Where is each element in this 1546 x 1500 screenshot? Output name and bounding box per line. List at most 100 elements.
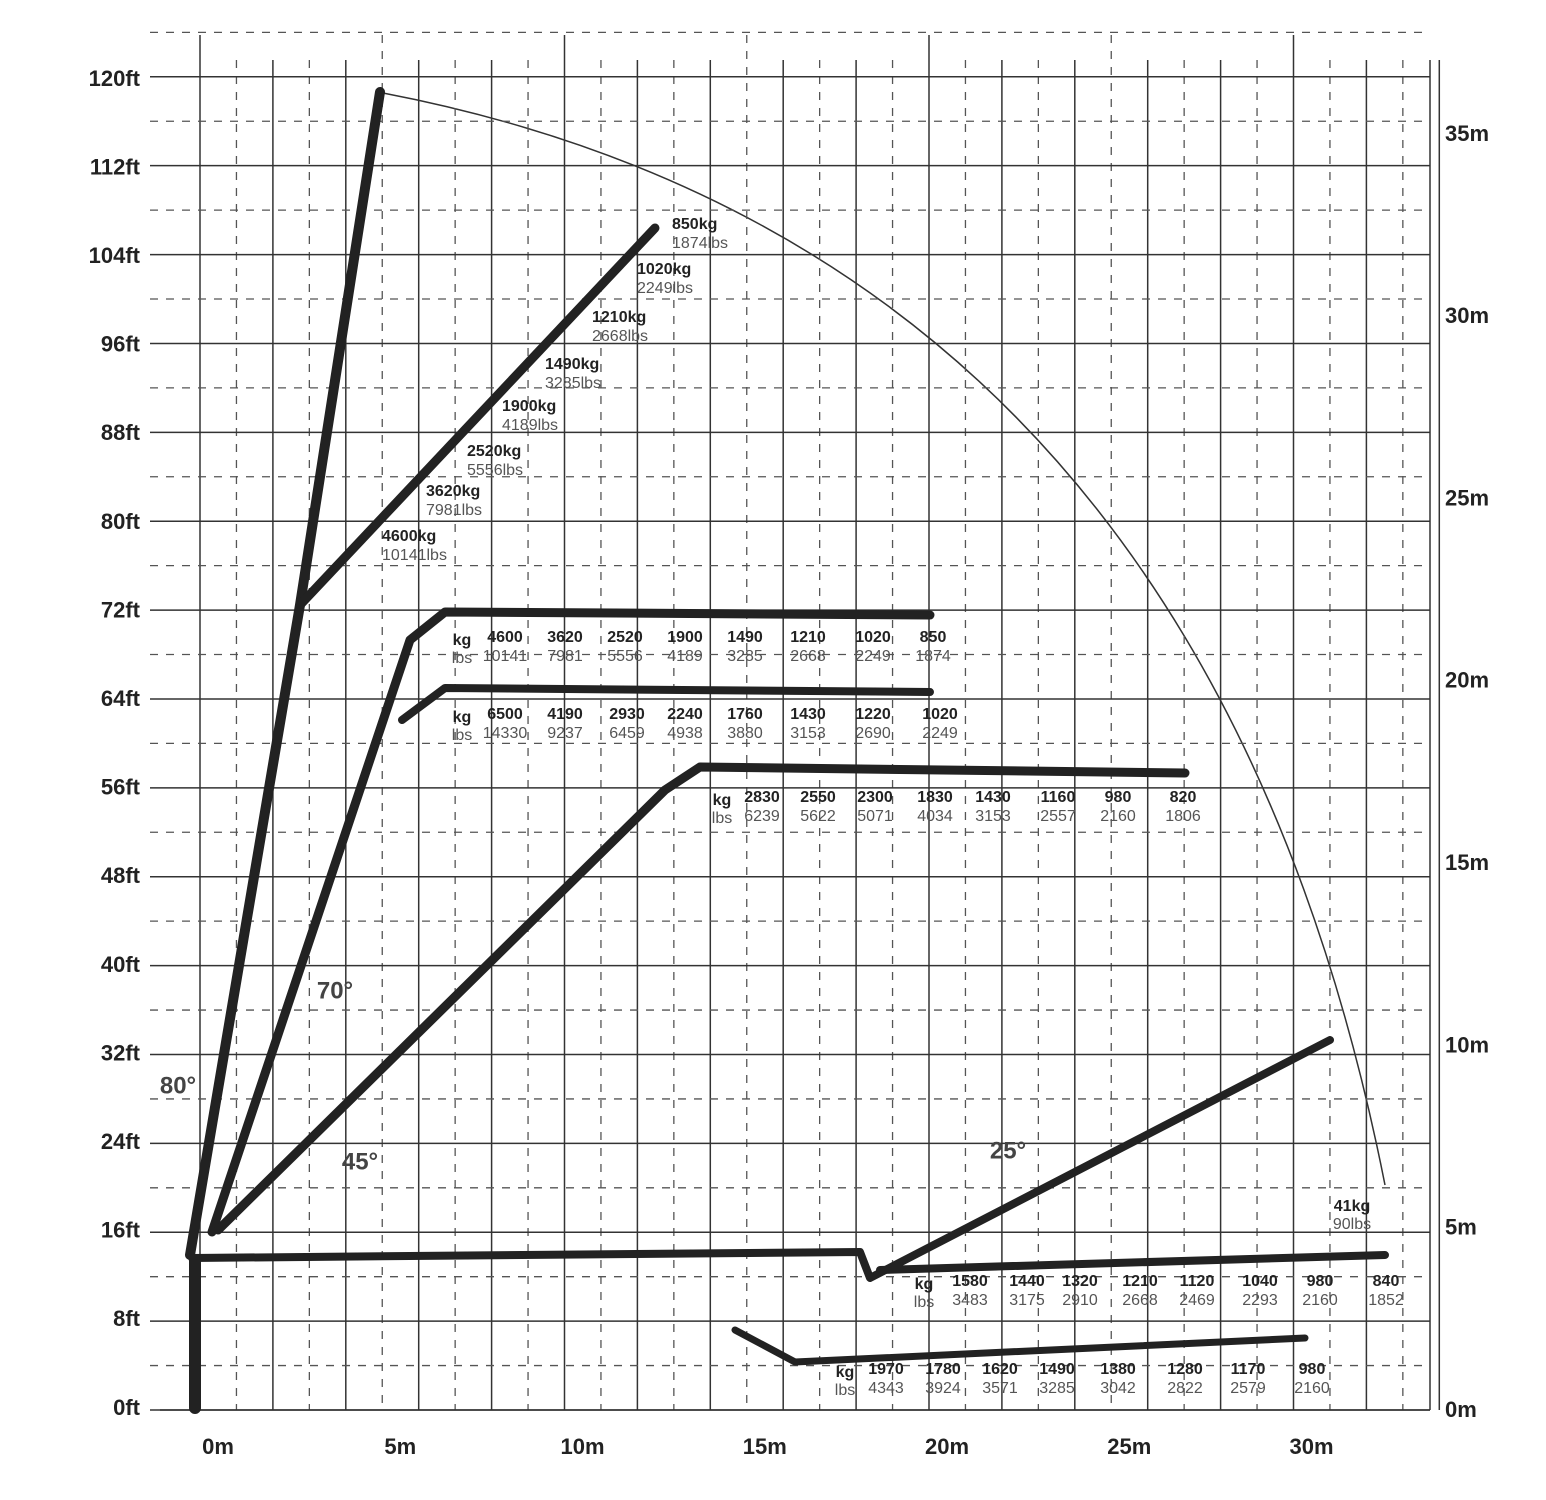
unit-lbs: lbs [712, 810, 732, 827]
load-kg: 1380 [1100, 1361, 1136, 1378]
right-axis-label: 5m [1445, 1215, 1477, 1240]
load-lbs: 3175 [1009, 1292, 1045, 1309]
load-lbs: 2579 [1230, 1380, 1266, 1397]
unit-kg: kg [453, 632, 472, 649]
left-axis-label: 56ft [101, 775, 141, 800]
left-axis-label: 88ft [101, 420, 141, 445]
load-kg: 1160 [1041, 789, 1076, 806]
load-kg: 1210 [790, 629, 826, 646]
bottom-axis-label: 10m [560, 1434, 604, 1459]
unit-kg: kg [713, 792, 732, 809]
load-kg: 2300 [857, 789, 893, 806]
load-lbs: 2293 [1242, 1292, 1278, 1309]
unit-lbs: lbs [452, 727, 472, 744]
right-axis-label: 15m [1445, 850, 1489, 875]
load-kg: 1760 [727, 706, 763, 723]
load-kg: 1210kg [592, 309, 646, 326]
left-axis-label: 80ft [101, 509, 141, 534]
left-axis-label: 40ft [101, 952, 141, 977]
load-lbs: 2249lbs [637, 280, 693, 297]
load-kg: 2550 [800, 789, 836, 806]
load-lbs: 5556lbs [467, 462, 523, 479]
load-lbs: 3285 [727, 648, 763, 665]
boom [398, 684, 934, 724]
load-kg: 1430 [975, 789, 1011, 806]
left-axis-label: 8ft [113, 1306, 141, 1331]
left-axis-label: 120ft [89, 66, 141, 91]
load-kg: 1430 [790, 706, 826, 723]
load-lbs: 4189 [667, 648, 703, 665]
load-lbs: 9237 [547, 725, 583, 742]
load-lbs: 1874lbs [672, 235, 728, 252]
load-kg: 820 [1170, 789, 1197, 806]
tip-lbs: 90lbs [1333, 1216, 1371, 1233]
load-lbs: 10141lbs [382, 547, 447, 564]
load-lbs: 3285lbs [545, 375, 601, 392]
left-axis-label: 24ft [101, 1129, 141, 1154]
right-axis-label: 30m [1445, 303, 1489, 328]
load-lbs: 4189lbs [502, 417, 558, 434]
load-kg: 1830 [917, 789, 953, 806]
load-kg: 1280 [1167, 1361, 1203, 1378]
load-lbs: 4034 [917, 808, 953, 825]
load-lbs: 2668 [1122, 1292, 1158, 1309]
load-kg: 1220 [855, 706, 891, 723]
load-kg: 2930 [609, 706, 645, 723]
boom [207, 607, 935, 1237]
load-lbs: 2160 [1302, 1292, 1338, 1309]
bottom-axis-label: 30m [1289, 1434, 1333, 1459]
load-lbs: 2160 [1294, 1380, 1330, 1397]
load-kg: 1490kg [545, 356, 599, 373]
left-axis-label: 16ft [101, 1218, 141, 1243]
load-kg: 1440 [1009, 1273, 1045, 1290]
load-lbs: 2668lbs [592, 328, 648, 345]
load-lbs: 2557 [1040, 808, 1076, 825]
reach-envelope [382, 92, 1386, 1186]
load-kg: 4190 [547, 706, 583, 723]
bottom-axis-label: 15m [743, 1434, 787, 1459]
load-lbs: 2160 [1100, 808, 1136, 825]
load-lbs: 3483 [952, 1292, 988, 1309]
load-lbs: 2469 [1179, 1292, 1215, 1309]
load-kg: 1490 [727, 629, 763, 646]
tip-kg: 41kg [1334, 1198, 1370, 1215]
load-kg: 3620kg [426, 483, 480, 500]
load-lbs: 2690 [855, 725, 891, 742]
load-lbs: 3571 [982, 1380, 1018, 1397]
load-kg: 6500 [487, 706, 523, 723]
load-kg: 2240 [667, 706, 703, 723]
load-kg: 840 [1373, 1273, 1400, 1290]
left-axis-label: 72ft [101, 597, 141, 622]
boom [185, 87, 385, 1260]
load-kg: 980 [1299, 1361, 1326, 1378]
load-lbs: 2668 [790, 648, 826, 665]
load-lbs: 2822 [1167, 1380, 1203, 1397]
bottom-axis-label: 5m [384, 1434, 416, 1459]
load-lbs: 1806 [1165, 808, 1201, 825]
load-lbs: 4938 [667, 725, 703, 742]
load-lbs: 4343 [868, 1380, 904, 1397]
load-lbs: 6239 [744, 808, 780, 825]
load-lbs: 2249 [855, 648, 891, 665]
unit-kg: kg [836, 1364, 855, 1381]
angle-label: 25° [990, 1137, 1026, 1164]
load-kg: 850 [920, 629, 947, 646]
load-lbs: 1852 [1368, 1292, 1404, 1309]
load-kg: 1780 [925, 1361, 961, 1378]
load-lbs: 2910 [1062, 1292, 1098, 1309]
load-lbs: 5622 [800, 808, 836, 825]
load-kg: 1020 [855, 629, 891, 646]
load-lbs: 5556 [607, 648, 643, 665]
load-kg: 1120 [1180, 1273, 1215, 1290]
load-lbs: 1874 [915, 648, 951, 665]
right-axis-label: 35m [1445, 121, 1489, 146]
load-kg: 1900kg [502, 398, 556, 415]
right-axis-label: 20m [1445, 668, 1489, 693]
bottom-axis-label: 25m [1107, 1434, 1151, 1459]
load-kg: 2520kg [467, 443, 521, 460]
load-lbs: 6459 [609, 725, 645, 742]
load-kg: 1320 [1062, 1273, 1098, 1290]
load-kg: 1020kg [637, 261, 691, 278]
right-axis-label: 25m [1445, 485, 1489, 510]
load-kg: 850kg [672, 216, 717, 233]
